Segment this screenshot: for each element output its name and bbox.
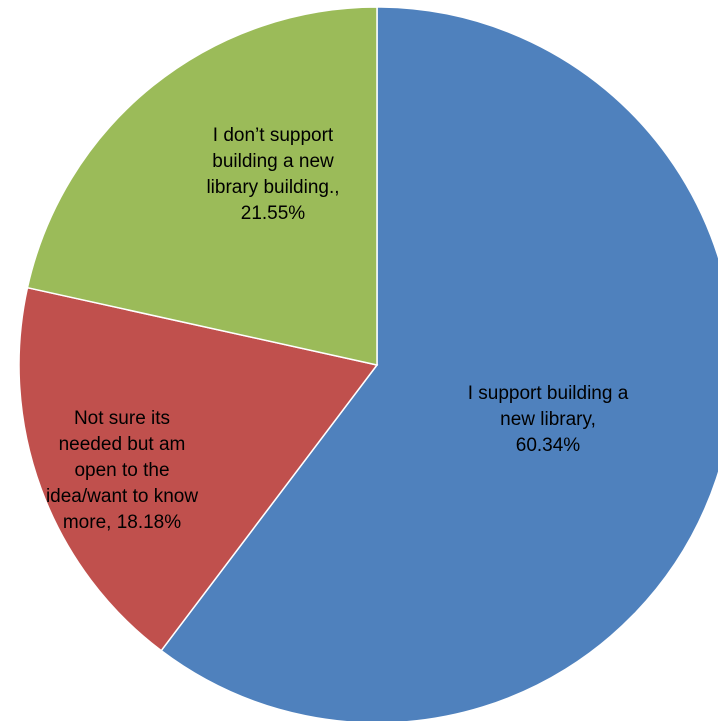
pie-slice-label-line: library building., [206,177,339,198]
pie-slice-2 [18,286,379,652]
pie-slice-label-line: 60.34% [516,435,581,456]
pie-slice-3 [26,6,378,366]
pie-slice-label-line: open to the [74,460,169,481]
pie-slice-label-line: idea/want to know [46,486,198,507]
pie-slice-label-line: I don’t support [213,125,334,146]
pie-slice-label-line: Not sure its [74,408,170,429]
pie-slice-label-line: needed but am [59,434,186,455]
pie-slices [18,6,718,721]
pie-slice-label-1: I support building a new library, 60.34% [468,383,629,456]
pie-labels: I support building a new library, 60.34% No… [46,125,629,533]
pie-slice-label-line: more, 18.18% [63,512,181,533]
pie-slice-label-2: Not sure its needed but am open to the idea… [46,408,198,533]
pie-slice-label-line: 21.55% [241,203,306,224]
pie-slice-label-line: I support building a [468,383,629,404]
pie-slice-label-line: new library, [500,409,596,430]
pie-slice-label-3: I don’t support building a new library bui… [206,125,339,224]
pie-slice-label-line: building a new [212,151,334,172]
pie-slice-1 [160,6,718,721]
